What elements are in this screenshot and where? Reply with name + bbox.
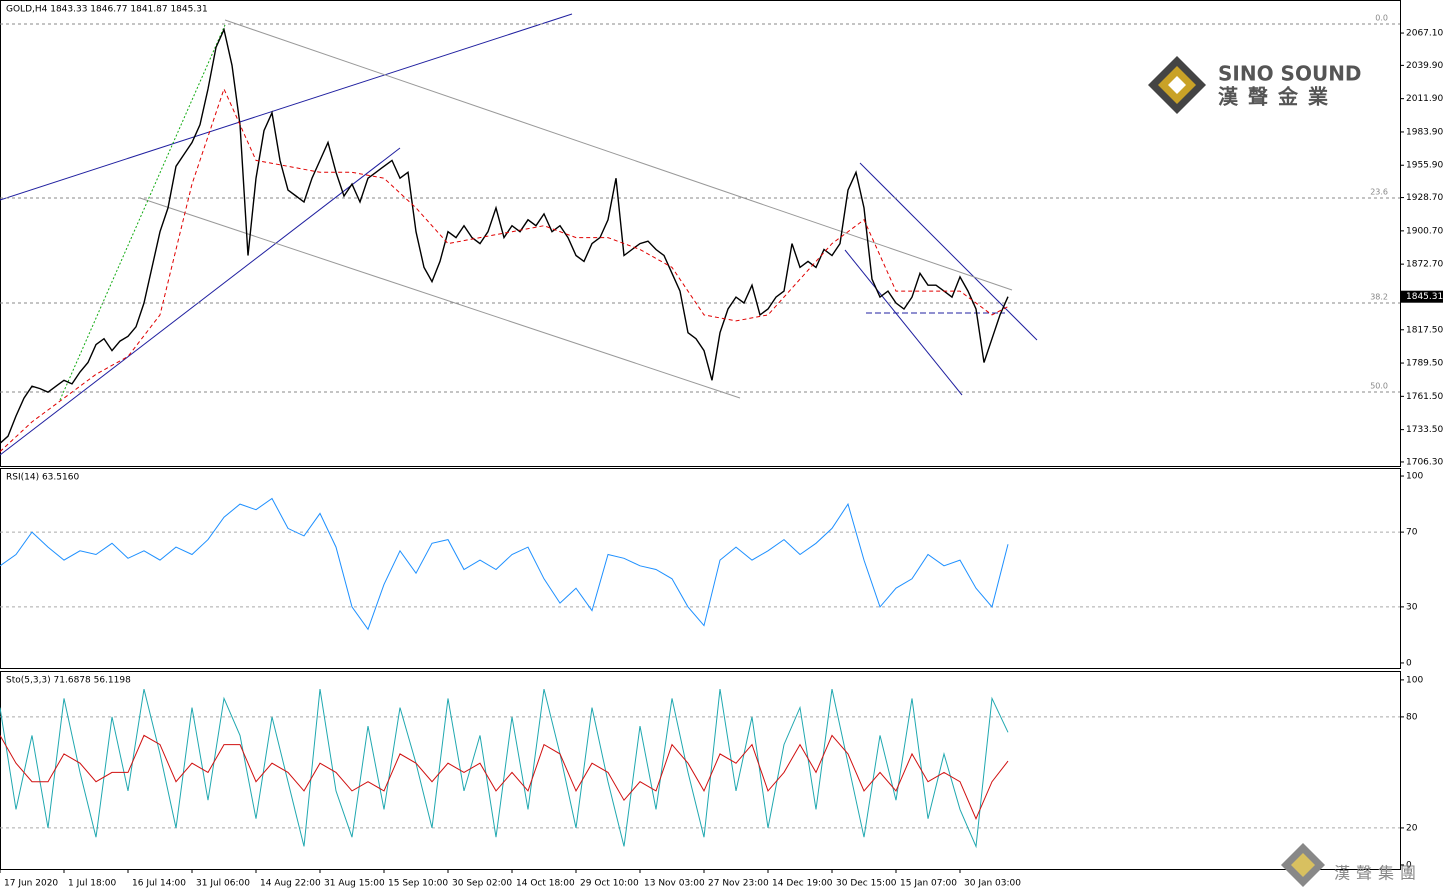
x-tick-label: 14 Aug 22:00: [260, 879, 321, 889]
x-tick-label: 30 Sep 02:00: [452, 879, 512, 889]
y-tick-label: 1733.50: [1406, 425, 1443, 435]
x-tick-label: 31 Jul 06:00: [196, 879, 250, 889]
y-tick-label: 1845.31: [1406, 292, 1443, 302]
logo-diamond: [1168, 76, 1186, 94]
panel-title: GOLD,H4 1843.33 1846.77 1841.87 1845.31: [6, 5, 208, 15]
x-tick-label: 30 Dec 15:00: [836, 879, 897, 889]
channel-line: [139, 197, 741, 399]
y-tick-label: 70: [1406, 528, 1418, 538]
fib-label: 0.0: [1375, 14, 1388, 23]
y-tick-label: 20: [1406, 823, 1418, 833]
x-tick-label: 1 Jul 18:00: [68, 879, 117, 889]
logo-chinese: 漢聲金業: [1218, 85, 1338, 109]
channel-line: [0, 147, 401, 456]
trend-line: [59, 24, 226, 401]
series-line: [0, 734, 1009, 820]
y-tick-label: 1900.70: [1406, 226, 1443, 236]
x-tick-label: 31 Aug 15:00: [324, 879, 385, 889]
y-tick-label: 1983.90: [1406, 127, 1443, 137]
watermark: 漢聲集團: [1281, 843, 1422, 887]
x-tick-label: 30 Jan 03:00: [964, 879, 1021, 889]
stoch-panel-frame: [0, 671, 1401, 870]
trend-lines: [0, 13, 1038, 456]
x-tick-label: 16 Jul 14:00: [132, 879, 186, 889]
logo: SINO SOUND 漢聲金業: [1148, 56, 1362, 114]
current-price-box: [1401, 290, 1443, 303]
x-tick-label: 15 Jan 07:00: [900, 879, 957, 889]
y-tick-label: 2011.90: [1406, 94, 1443, 104]
x-tick-label: 27 Nov 23:00: [708, 879, 769, 889]
y-tick-label: 1817.50: [1406, 325, 1443, 335]
x-tick-label: 15 Sep 10:00: [388, 879, 448, 889]
y-tick-label: 0: [1406, 860, 1412, 870]
series-line: [0, 27, 1009, 444]
series-line: [0, 87, 1009, 452]
fib-label: 38.2: [1370, 293, 1388, 302]
panel-title: Sto(5,3,3) 71.6878 56.1198: [6, 676, 131, 686]
logo-brand: SINO SOUND: [1218, 62, 1362, 86]
y-tick-label: 1955.90: [1406, 161, 1443, 171]
y-tick-label: 2067.10: [1406, 29, 1443, 39]
x-tick-label: 14 Oct 18:00: [516, 879, 575, 889]
y-tick-label: 1872.70: [1406, 260, 1443, 270]
watermark-text: 漢聲集團: [1334, 864, 1422, 883]
channel-line: [844, 249, 963, 396]
y-tick-label: 80: [1406, 712, 1418, 722]
y-tick-label: 100: [1406, 675, 1423, 685]
y-tick-label: 0: [1406, 658, 1412, 668]
x-tick-label: 29 Oct 10:00: [580, 879, 639, 889]
x-tick-label: 14 Dec 19:00: [772, 879, 833, 889]
fib-label: 50.0: [1370, 381, 1388, 390]
panel-title: RSI(14) 63.5160: [6, 473, 79, 483]
y-tick-label: 1706.30: [1406, 457, 1443, 467]
x-tick-label: 13 Nov 03:00: [644, 879, 705, 889]
plot: GOLD,H4 1843.33 1846.77 1841.87 1845.31 2…: [0, 5, 1443, 889]
price-panel-frame: [0, 0, 1401, 467]
y-tick-label: 30: [1406, 602, 1418, 612]
series-line: [0, 497, 1009, 631]
watermark-diamond: [1291, 853, 1315, 877]
rsi-panel-frame: [0, 468, 1401, 669]
y-tick-label: 2039.90: [1406, 61, 1443, 71]
y-tick-label: 100: [1406, 472, 1423, 482]
y-tick-label: 1789.50: [1406, 359, 1443, 369]
series-line: [0, 688, 1009, 849]
x-tick-label: 17 Jun 2020: [4, 879, 58, 889]
y-tick-label: 1761.50: [1406, 392, 1443, 402]
fib-label: 23.6: [1370, 188, 1388, 197]
channel-line: [224, 19, 1013, 291]
y-tick-label: 1928.70: [1406, 193, 1443, 203]
channel-line: [0, 13, 573, 201]
channel-line: [859, 162, 1038, 341]
